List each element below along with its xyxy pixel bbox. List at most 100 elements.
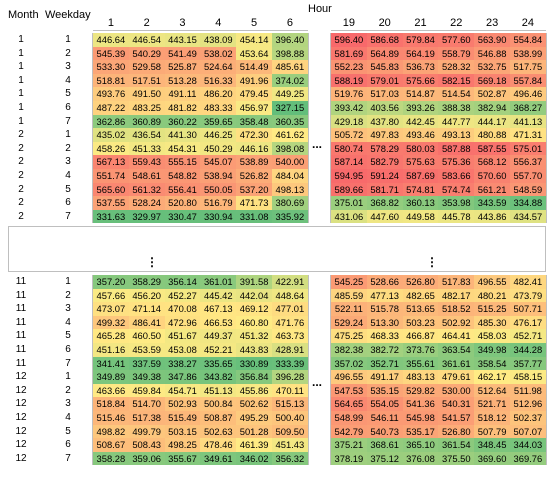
weekday-label: 3: [65, 303, 71, 315]
heatmap-cell: 583.66: [438, 169, 475, 183]
heatmap-cell: 537.20: [236, 182, 272, 197]
heatmap-cell: 388.38: [438, 101, 475, 115]
heatmap-cell: 451.32: [236, 329, 272, 343]
heatmap-cell: 526.80: [438, 424, 475, 439]
weekday-label: 5: [65, 425, 71, 437]
heatmap-cell: 532.75: [474, 60, 510, 74]
heatmap-cell: 516.33: [200, 73, 237, 88]
heatmap-cell: 491.17: [366, 370, 403, 384]
heatmap-cell: 552.23: [331, 60, 367, 74]
heatmap-cell: 497.83: [366, 128, 403, 142]
heatmap-cell: 545.25: [331, 275, 367, 289]
heatmap-cell: 480.21: [474, 288, 510, 303]
heatmap-cell: 496.55: [474, 275, 510, 289]
weekday-label: 2: [65, 384, 71, 396]
heatmap-cell: 461.39: [236, 438, 272, 452]
month-label: 12: [15, 452, 27, 464]
heatmap-cell: 479.45: [236, 87, 272, 101]
heatmap-cell: 479.61: [438, 370, 475, 384]
horizontal-ellipsis-bottom: ...: [312, 375, 323, 389]
month-label: 2: [18, 197, 24, 209]
heatmap-cell: 361.54: [438, 438, 475, 452]
heatmap-cell: 564.19: [402, 46, 439, 61]
separator-line-bottom: [8, 271, 546, 272]
heatmap-cell: 517.03: [366, 87, 403, 101]
heatmap-cell: 451.33: [128, 141, 165, 156]
heatmap-cell: 487.22: [93, 101, 129, 115]
heatmap-cell: 575.66: [402, 73, 439, 88]
heatmap-cell: 575.01: [510, 141, 546, 156]
heatmap-cell: 528.24: [128, 196, 165, 210]
weekday-label: 6: [65, 439, 71, 451]
heatmap-cell: 558.79: [438, 46, 475, 61]
month-label: 12: [15, 384, 27, 396]
heatmap-cell: 505.72: [331, 128, 367, 142]
heatmap-cell: 327.15: [272, 101, 308, 115]
heatmap-cell: 579.84: [402, 33, 439, 47]
heatmap-cell: 449.25: [272, 87, 308, 101]
heatmap-cell: 452.27: [164, 288, 201, 303]
heatmap-cell: 586.68: [366, 33, 403, 47]
heatmap-cell: 330.89: [236, 356, 272, 371]
weekday-label: 7: [65, 452, 71, 464]
heatmap-cell: 507.07: [510, 424, 546, 439]
heatmap-cell: 442.04: [236, 288, 272, 303]
heatmap-cell: 482.17: [438, 288, 475, 303]
heatmap-cell: 518.84: [93, 397, 129, 411]
heatmap-cell: 538.02: [200, 46, 237, 61]
heatmap-cell: 554.05: [366, 397, 403, 411]
heatmap-cell: 396.40: [272, 33, 308, 47]
month-label: 11: [15, 303, 27, 315]
group-border-mid-left: [307, 33, 309, 224]
heatmap-cell: 574.81: [402, 182, 439, 197]
heatmap-cell: 463.66: [93, 383, 129, 398]
heatmap-cell: 482.65: [402, 288, 439, 303]
heatmap-cell: 502.63: [200, 424, 237, 439]
heatmap-cell: 564.89: [366, 46, 403, 61]
heatmap-cell: 530.00: [438, 383, 475, 398]
heatmap-cell: 361.01: [200, 275, 237, 289]
heatmap-cell: 434.57: [510, 209, 546, 224]
month-label: 12: [15, 371, 27, 383]
heatmap-cell: 508.67: [93, 438, 129, 452]
heatmap-cell: 541.49: [164, 46, 201, 61]
hour-label-24: 24: [521, 17, 535, 29]
heatmap-cell: 508.43: [128, 438, 165, 452]
heatmap-cell: 458.26: [93, 141, 129, 156]
heatmap-cell: 579.01: [366, 73, 403, 88]
heatmap-cell: 515.25: [474, 302, 510, 316]
month-label: 2: [18, 183, 24, 195]
heatmap-cell: 541.57: [438, 411, 475, 425]
heatmap-cell: 450.29: [200, 141, 237, 156]
heatmap-cell: 481.82: [164, 101, 201, 115]
heatmap-cell: 357.02: [331, 356, 367, 371]
weekday-label: 5: [65, 330, 71, 342]
heatmap-cell: 529.24: [331, 315, 367, 330]
heatmap-cell: 458.03: [474, 329, 510, 343]
heatmap-cell: 446.64: [93, 33, 129, 47]
heatmap-cell: 447.77: [438, 114, 475, 129]
heatmap-cell: 588.19: [331, 73, 367, 88]
heatmap-cell: 540.73: [366, 424, 403, 439]
heatmap-cell: 574.74: [438, 182, 475, 197]
heatmap-cell: 535.15: [366, 383, 403, 398]
heatmap-cell: 491.50: [128, 87, 165, 101]
heatmap-cell: 503.23: [402, 315, 439, 330]
heatmap-cell: 486.41: [128, 315, 165, 330]
month-label: 2: [18, 210, 24, 222]
weekday-label: 7: [65, 115, 71, 127]
heatmap-cell: 463.73: [272, 329, 308, 343]
heatmap-cell: 496.46: [510, 87, 546, 101]
heatmap-cell: 393.42: [331, 101, 367, 115]
heatmap-cell: 344.28: [510, 343, 546, 357]
hour-label-6: 6: [286, 17, 293, 29]
heatmap-cell: 550.05: [200, 182, 237, 197]
heatmap-cell: 503.15: [164, 424, 201, 439]
weekday-label: 4: [65, 316, 71, 328]
heatmap-cell: 454.14: [236, 33, 272, 47]
heatmap-cell: 360.35: [272, 114, 308, 129]
heatmap-cell: 540.29: [128, 46, 165, 61]
heatmap-cell: 460.50: [128, 329, 165, 343]
heatmap-cell: 349.38: [128, 370, 165, 384]
heatmap-cell: 464.41: [438, 329, 475, 343]
